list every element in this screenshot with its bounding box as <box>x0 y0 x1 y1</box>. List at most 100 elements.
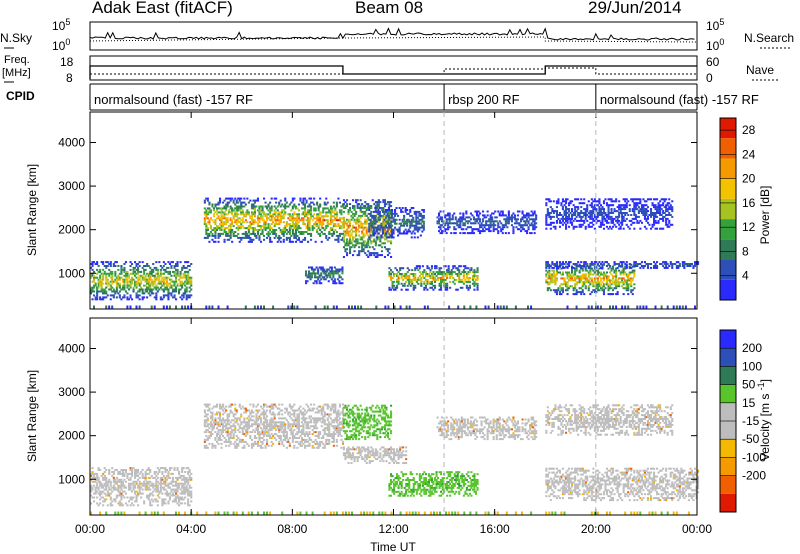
power-cell <box>278 227 281 230</box>
power-cell <box>678 305 681 309</box>
power-cell <box>465 216 468 219</box>
power-cell <box>371 240 374 243</box>
power-cell <box>212 229 215 231</box>
noise-tick-high-left: 105 <box>52 17 70 33</box>
power-cell <box>131 272 134 275</box>
power-cell <box>546 289 549 292</box>
power-cell <box>586 208 589 211</box>
power-cell <box>437 271 440 274</box>
power-cell <box>598 275 601 278</box>
power-cell <box>187 276 190 279</box>
power-cell <box>216 207 219 210</box>
power-cell <box>625 212 628 214</box>
power-cell <box>430 277 433 279</box>
power-cell <box>438 269 441 272</box>
power-cell <box>250 238 253 241</box>
power-cell <box>184 288 187 291</box>
power-cell <box>412 286 415 289</box>
power-cell <box>155 284 158 287</box>
power-cell <box>308 217 311 220</box>
velocity-cell <box>103 492 106 495</box>
power-cell <box>593 277 596 280</box>
power-cell <box>665 263 668 265</box>
power-cell <box>595 269 598 272</box>
power-cell <box>285 223 288 226</box>
power-cell <box>665 219 668 222</box>
velocity-cell <box>106 484 109 487</box>
power-cell <box>334 209 337 212</box>
velocity-cell <box>96 482 99 485</box>
power-cell <box>205 227 208 230</box>
velocity-cell <box>144 478 147 481</box>
power-cell <box>185 294 188 297</box>
power-cell <box>678 263 681 265</box>
power-cell <box>663 206 666 209</box>
power-cell <box>560 221 563 224</box>
power-cell <box>105 286 108 289</box>
power-cell <box>378 212 381 215</box>
power-cell <box>462 275 465 277</box>
power-cell <box>446 282 449 285</box>
power-cell <box>653 214 656 216</box>
power-cell <box>604 217 607 220</box>
power-cell <box>654 214 657 216</box>
power-cell <box>589 293 592 296</box>
power-cell <box>565 265 568 268</box>
power-cell <box>590 291 593 294</box>
power-cell <box>389 216 392 219</box>
power-cell <box>450 273 453 275</box>
power-cell <box>220 211 223 214</box>
power-cell <box>308 211 311 214</box>
velocity-cell <box>161 492 164 495</box>
power-cell <box>613 275 616 278</box>
power-cell <box>604 212 607 214</box>
velocity-cell <box>114 480 117 483</box>
power-cell <box>400 209 403 211</box>
power-cell <box>379 254 382 257</box>
power-cell <box>624 271 627 274</box>
power-cell <box>403 275 406 277</box>
power-cell <box>109 263 112 265</box>
power-cell <box>291 197 294 200</box>
velocity-cell <box>120 480 123 483</box>
power-cell <box>256 215 259 218</box>
power-cell <box>569 212 572 214</box>
power-cell <box>304 223 307 226</box>
power-cell <box>120 266 123 269</box>
power-cell <box>444 230 447 233</box>
power-cell <box>498 220 501 223</box>
power-cell <box>646 206 649 209</box>
velocity-cell <box>96 502 99 505</box>
power-cell <box>584 225 587 228</box>
power-cell <box>184 261 187 264</box>
power-cell <box>391 209 394 211</box>
power-cell <box>315 276 318 279</box>
velocity-cell <box>115 469 118 471</box>
power-cell <box>568 287 571 290</box>
power-cell <box>275 234 278 237</box>
power-cell <box>241 217 244 220</box>
power-cell <box>494 210 497 213</box>
power-cell <box>170 286 173 289</box>
power-cell <box>642 210 645 213</box>
power-cell <box>578 265 581 268</box>
power-cell <box>612 277 615 280</box>
power-cell <box>173 294 176 297</box>
power-cell <box>477 230 480 233</box>
power-cell <box>258 213 261 216</box>
velocity-cell <box>129 472 132 475</box>
power-cell <box>155 272 158 275</box>
power-cell <box>90 272 93 275</box>
power-cell <box>234 211 237 214</box>
power-cell <box>325 225 328 228</box>
power-cell <box>322 219 325 222</box>
power-cell <box>351 305 353 309</box>
power-cell <box>624 200 627 203</box>
power-cell <box>560 283 563 286</box>
power-cell <box>267 205 270 208</box>
power-cell <box>412 218 415 221</box>
power-cell <box>607 279 610 282</box>
power-cell <box>325 234 328 237</box>
power-cell <box>361 244 364 247</box>
velocity-cell <box>161 471 164 473</box>
